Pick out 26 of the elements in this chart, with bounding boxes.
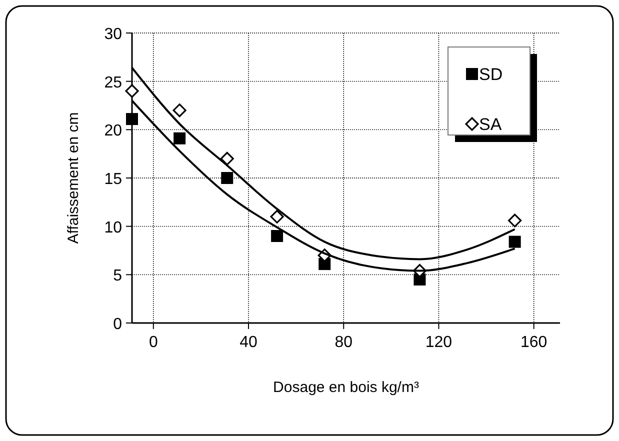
legend-label: SD xyxy=(479,65,503,84)
y-tick-label: 20 xyxy=(104,122,122,140)
point xyxy=(126,113,138,126)
y-tick-label: 30 xyxy=(104,26,122,43)
x-axis-title: Dosage en bois kg/m³ xyxy=(273,379,419,396)
y-axis-title: Affaissement en cm xyxy=(65,112,82,244)
point xyxy=(174,132,186,144)
y-tick-label: 15 xyxy=(104,171,122,188)
point xyxy=(271,230,284,242)
y-tick-label: 5 xyxy=(113,268,122,285)
point xyxy=(220,152,234,166)
y-tick-label: 0 xyxy=(113,316,122,333)
point xyxy=(125,84,139,98)
x-tick-label: 40 xyxy=(240,334,258,351)
y-tick-label: 25 xyxy=(104,74,122,92)
point xyxy=(270,210,284,224)
point xyxy=(172,104,186,118)
point xyxy=(508,236,521,248)
x-tick-label: 0 xyxy=(148,334,158,351)
y-tick-label: 10 xyxy=(104,219,122,236)
legend-label: SA xyxy=(479,115,502,134)
point xyxy=(508,214,522,228)
x-tick-label: 160 xyxy=(520,334,548,351)
point xyxy=(221,172,234,184)
x-tick-label: 80 xyxy=(334,334,353,351)
x-tick-label: 120 xyxy=(425,334,452,351)
